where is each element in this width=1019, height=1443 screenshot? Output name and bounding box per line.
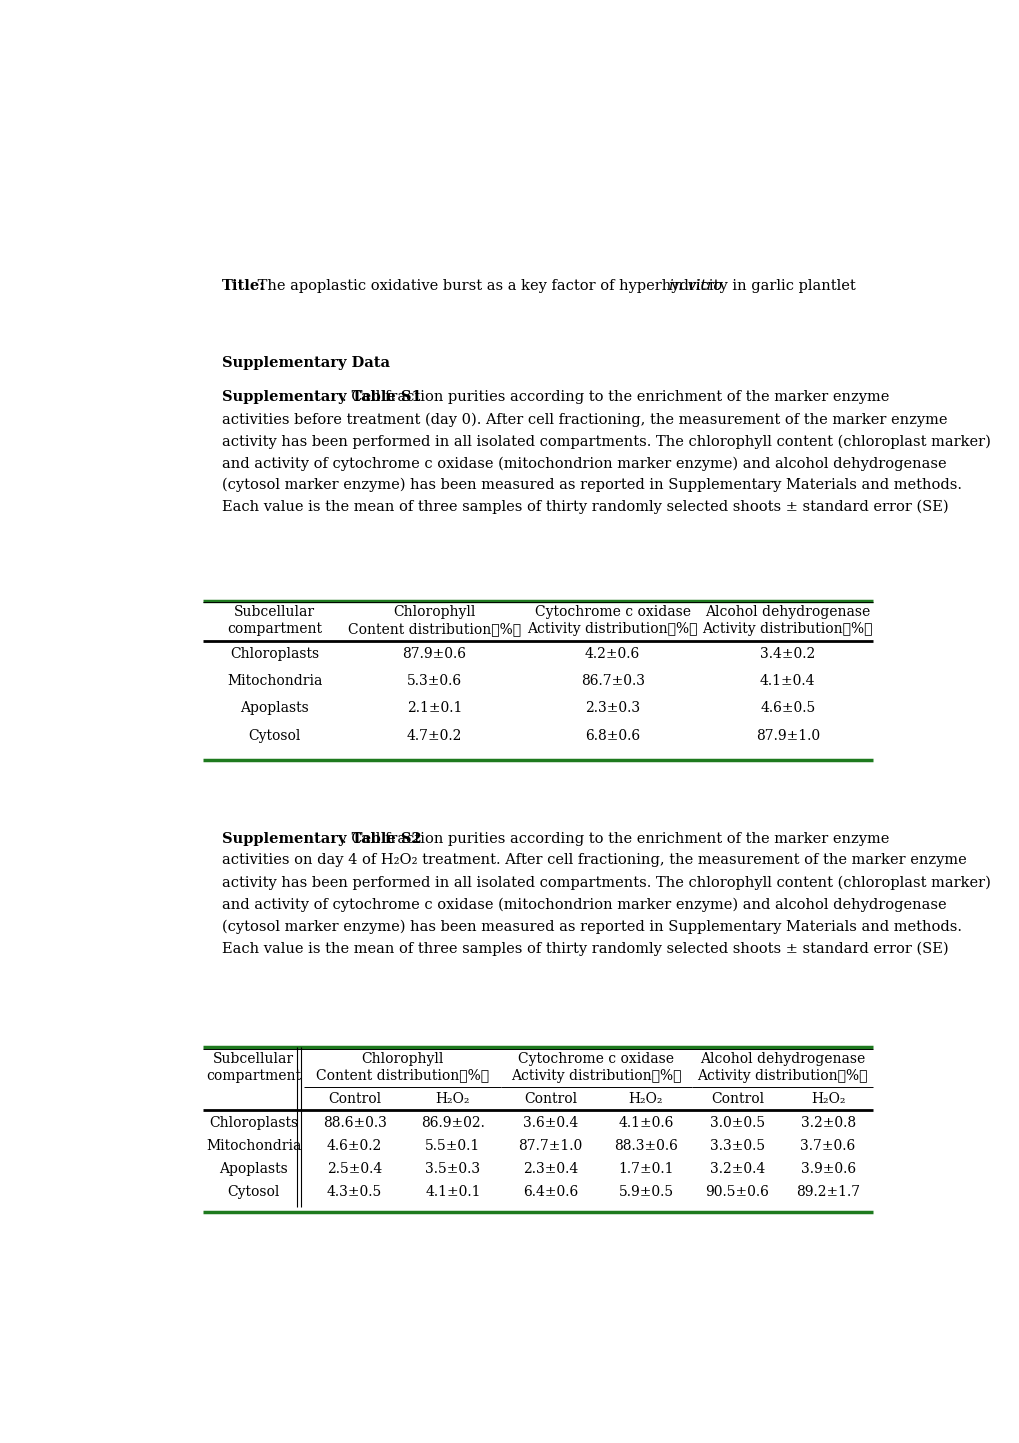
Text: Chloroplasts: Chloroplasts bbox=[209, 1115, 299, 1130]
Text: 5.5±0.1: 5.5±0.1 bbox=[425, 1139, 480, 1153]
Text: Content distribution（%）: Content distribution（%） bbox=[316, 1069, 489, 1082]
Text: Subcellular: Subcellular bbox=[234, 605, 315, 619]
Text: 87.7±1.0: 87.7±1.0 bbox=[518, 1139, 582, 1153]
Text: 3.3±0.5: 3.3±0.5 bbox=[709, 1139, 764, 1153]
Text: Cytosol: Cytosol bbox=[227, 1185, 280, 1199]
Text: 6.4±0.6: 6.4±0.6 bbox=[523, 1185, 578, 1199]
Text: activity has been performed in all isolated compartments. The chlorophyll conten: activity has been performed in all isola… bbox=[222, 876, 989, 890]
Text: compartment: compartment bbox=[206, 1069, 301, 1082]
Text: . Cell fraction purities according to the enrichment of the marker enzyme: . Cell fraction purities according to th… bbox=[341, 831, 889, 846]
Text: (cytosol marker enzyme) has been measured as reported in Supplementary Materials: (cytosol marker enzyme) has been measure… bbox=[222, 919, 961, 934]
Text: Supplementary Table S2: Supplementary Table S2 bbox=[222, 831, 422, 846]
Text: (cytosol marker enzyme) has been measured as reported in Supplementary Materials: (cytosol marker enzyme) has been measure… bbox=[222, 478, 961, 492]
Text: H₂O₂: H₂O₂ bbox=[435, 1092, 470, 1105]
Text: compartment: compartment bbox=[227, 622, 322, 636]
Text: Each value is the mean of three samples of thirty randomly selected shoots ± sta: Each value is the mean of three samples … bbox=[222, 941, 948, 955]
Text: 1.7±0.1: 1.7±0.1 bbox=[618, 1162, 674, 1176]
Text: Chlorophyll: Chlorophyll bbox=[361, 1052, 443, 1066]
Text: and activity of cytochrome c oxidase (mitochondrion marker enzyme) and alcohol d: and activity of cytochrome c oxidase (mi… bbox=[222, 456, 946, 470]
Text: 86.9±02.: 86.9±02. bbox=[421, 1115, 484, 1130]
Text: Chloroplasts: Chloroplasts bbox=[230, 646, 319, 661]
Text: and activity of cytochrome c oxidase (mitochondrion marker enzyme) and alcohol d: and activity of cytochrome c oxidase (mi… bbox=[222, 898, 946, 912]
Text: 87.9±0.6: 87.9±0.6 bbox=[403, 646, 466, 661]
Text: 3.9±0.6: 3.9±0.6 bbox=[800, 1162, 855, 1176]
Text: 4.6±0.2: 4.6±0.2 bbox=[327, 1139, 382, 1153]
Text: 6.8±0.6: 6.8±0.6 bbox=[585, 729, 640, 743]
Text: Content distribution（%）: Content distribution（%） bbox=[347, 622, 521, 636]
Text: activity has been performed in all isolated compartments. The chlorophyll conten: activity has been performed in all isola… bbox=[222, 434, 989, 449]
Text: Activity distribution（%）: Activity distribution（%） bbox=[702, 622, 872, 636]
Text: Cytochrome c oxidase: Cytochrome c oxidase bbox=[534, 605, 690, 619]
Text: 4.3±0.5: 4.3±0.5 bbox=[327, 1185, 382, 1199]
Text: Subcellular: Subcellular bbox=[213, 1052, 294, 1066]
Text: 4.2±0.6: 4.2±0.6 bbox=[585, 646, 640, 661]
Text: Title:: Title: bbox=[222, 280, 266, 293]
Text: 89.2±1.7: 89.2±1.7 bbox=[795, 1185, 859, 1199]
Text: 87.9±1.0: 87.9±1.0 bbox=[755, 729, 819, 743]
Text: Cytochrome c oxidase: Cytochrome c oxidase bbox=[518, 1052, 674, 1066]
Text: 90.5±0.6: 90.5±0.6 bbox=[705, 1185, 768, 1199]
Text: Activity distribution（%）: Activity distribution（%） bbox=[527, 622, 697, 636]
Text: 2.5±0.4: 2.5±0.4 bbox=[327, 1162, 382, 1176]
Text: 4.1±0.1: 4.1±0.1 bbox=[425, 1185, 480, 1199]
Text: 88.6±0.3: 88.6±0.3 bbox=[322, 1115, 386, 1130]
Text: 5.9±0.5: 5.9±0.5 bbox=[618, 1185, 673, 1199]
Text: Chlorophyll: Chlorophyll bbox=[393, 605, 475, 619]
Text: H₂O₂: H₂O₂ bbox=[810, 1092, 845, 1105]
Text: 3.2±0.8: 3.2±0.8 bbox=[800, 1115, 855, 1130]
Text: 4.1±0.6: 4.1±0.6 bbox=[618, 1115, 673, 1130]
Text: Apoplasts: Apoplasts bbox=[219, 1162, 288, 1176]
Text: Control: Control bbox=[524, 1092, 577, 1105]
Text: Apoplasts: Apoplasts bbox=[240, 701, 309, 716]
Text: 3.4±0.2: 3.4±0.2 bbox=[759, 646, 814, 661]
Text: . Cell fraction purities according to the enrichment of the marker enzyme: . Cell fraction purities according to th… bbox=[341, 390, 889, 404]
Text: 2.3±0.4: 2.3±0.4 bbox=[523, 1162, 578, 1176]
Text: Activity distribution（%）: Activity distribution（%） bbox=[511, 1069, 681, 1082]
Text: 2.1±0.1: 2.1±0.1 bbox=[407, 701, 462, 716]
Text: Alcohol dehydrogenase: Alcohol dehydrogenase bbox=[704, 605, 869, 619]
Text: 5.3±0.6: 5.3±0.6 bbox=[407, 674, 462, 688]
Text: The apoplastic oxidative burst as a key factor of hyperhydricity in garlic plant: The apoplastic oxidative burst as a key … bbox=[253, 280, 860, 293]
Text: 86.7±0.3: 86.7±0.3 bbox=[580, 674, 644, 688]
Text: H₂O₂: H₂O₂ bbox=[628, 1092, 662, 1105]
Text: in vitro: in vitro bbox=[668, 280, 721, 293]
Text: activities before treatment (day 0). After cell fractioning, the measurement of : activities before treatment (day 0). Aft… bbox=[222, 413, 947, 427]
Text: Each value is the mean of three samples of thirty randomly selected shoots ± sta: Each value is the mean of three samples … bbox=[222, 501, 948, 514]
Text: Mitochondria: Mitochondria bbox=[227, 674, 322, 688]
Text: 4.6±0.5: 4.6±0.5 bbox=[759, 701, 814, 716]
Text: Control: Control bbox=[328, 1092, 381, 1105]
Text: 4.1±0.4: 4.1±0.4 bbox=[759, 674, 815, 688]
Text: Control: Control bbox=[710, 1092, 763, 1105]
Text: 3.0±0.5: 3.0±0.5 bbox=[709, 1115, 764, 1130]
Text: 3.5±0.3: 3.5±0.3 bbox=[425, 1162, 480, 1176]
Text: Supplementary Table S1: Supplementary Table S1 bbox=[222, 390, 422, 404]
Text: Mitochondria: Mitochondria bbox=[206, 1139, 302, 1153]
Text: 3.7±0.6: 3.7±0.6 bbox=[800, 1139, 855, 1153]
Text: 3.6±0.4: 3.6±0.4 bbox=[523, 1115, 578, 1130]
Text: 2.3±0.3: 2.3±0.3 bbox=[585, 701, 640, 716]
Text: Cytosol: Cytosol bbox=[249, 729, 301, 743]
Text: Alcohol dehydrogenase: Alcohol dehydrogenase bbox=[699, 1052, 864, 1066]
Text: Supplementary Data: Supplementary Data bbox=[222, 356, 389, 371]
Text: 4.7±0.2: 4.7±0.2 bbox=[407, 729, 462, 743]
Text: Activity distribution（%）: Activity distribution（%） bbox=[696, 1069, 867, 1082]
Text: activities on day 4 of H₂O₂ treatment. After cell fractioning, the measurement o: activities on day 4 of H₂O₂ treatment. A… bbox=[222, 853, 966, 867]
Text: 3.2±0.4: 3.2±0.4 bbox=[709, 1162, 764, 1176]
Text: 88.3±0.6: 88.3±0.6 bbox=[613, 1139, 678, 1153]
